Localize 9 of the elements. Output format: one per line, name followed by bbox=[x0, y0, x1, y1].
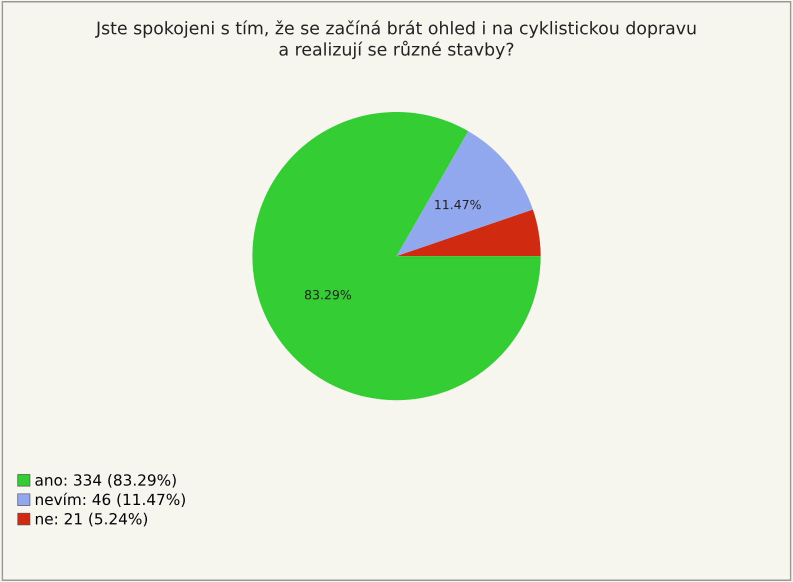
data-label: 11.47% bbox=[435, 200, 481, 210]
chart-title: Jste spokojeni s tím, že se začíná brát ohled i na cyklistickou dopravu a realizují se různé stavby? bbox=[95, 20, 696, 60]
pie-slice bbox=[396, 131, 533, 256]
data-label: 83.29% bbox=[304, 290, 352, 300]
pie-slice bbox=[396, 209, 541, 256]
legend-label: ano: 334 (83.29%) bbox=[35, 474, 176, 488]
legend-label: nevím: 46 (11.47%) bbox=[36, 492, 185, 507]
legend-label: ne: 21 (5.24%) bbox=[36, 512, 148, 526]
pie-slice bbox=[252, 112, 541, 400]
